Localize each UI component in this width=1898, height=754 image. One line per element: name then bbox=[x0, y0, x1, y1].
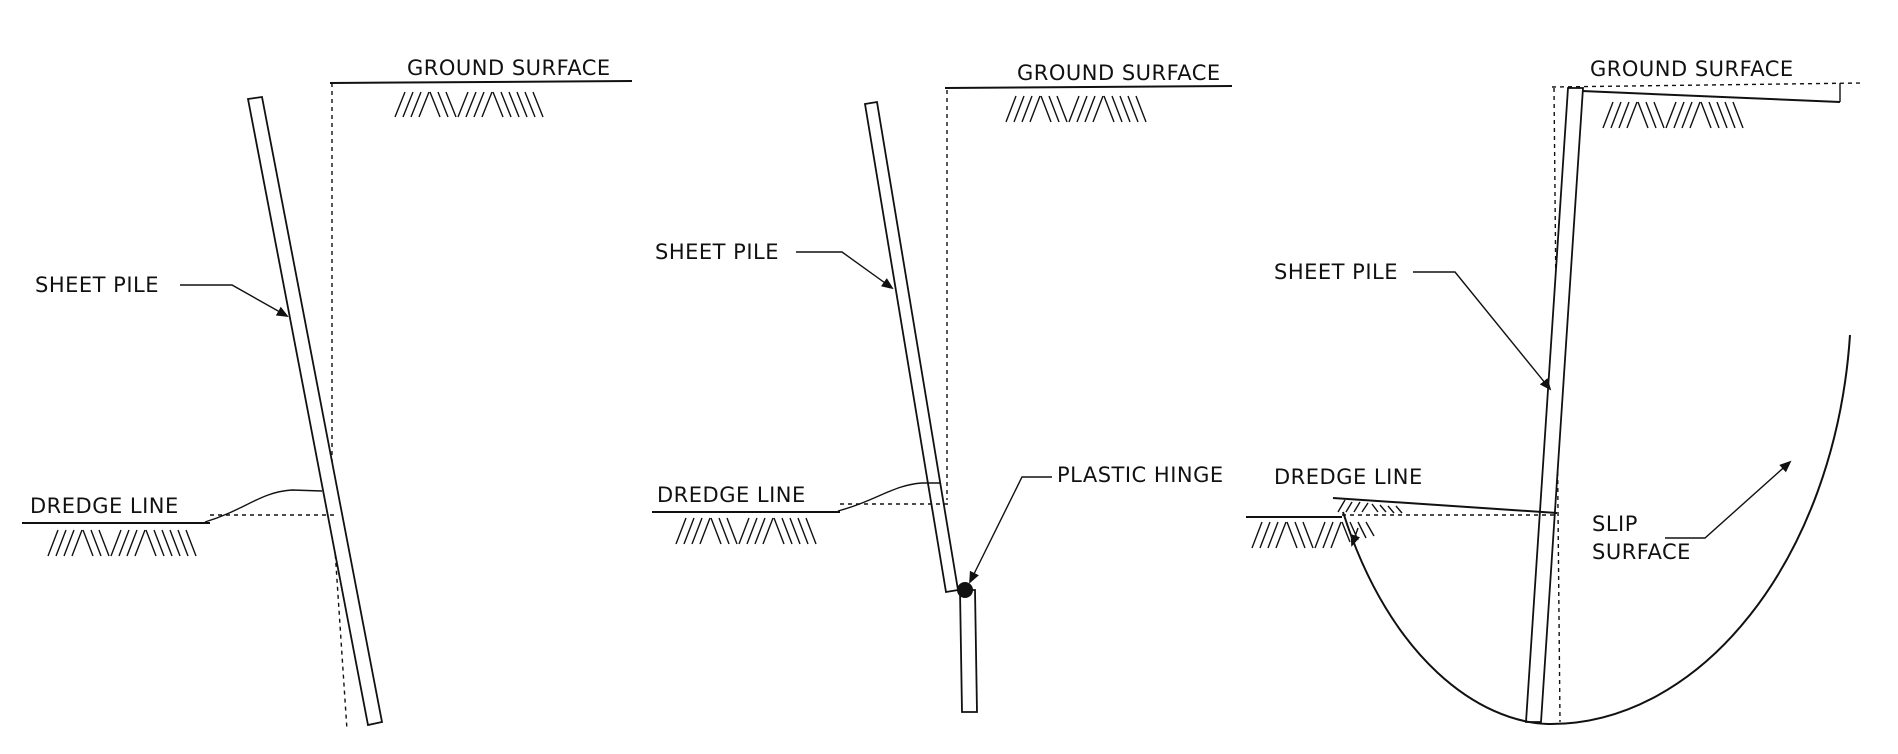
plastic-hinge-leader bbox=[969, 476, 1052, 584]
ground-surface-label: GROUND SURFACE bbox=[1017, 61, 1221, 85]
sheet-pile bbox=[246, 95, 384, 727]
ground-hatch bbox=[1602, 101, 1744, 129]
original-position-line bbox=[331, 83, 348, 731]
plastic-hinge-marker bbox=[957, 582, 973, 598]
sheet-pile-leader bbox=[180, 284, 289, 317]
slip-label-line2: SURFACE bbox=[1592, 540, 1691, 564]
panel-deep-seated: GROUND SURFACE SHEET PILE SLIP SURFACE D… bbox=[1246, 57, 1863, 726]
slip-surface bbox=[1342, 334, 1851, 726]
ground-surface-original bbox=[1551, 82, 1863, 88]
panel-rotation: GROUND SURFACE SHEET PILE DREDGE LINE bbox=[22, 56, 633, 731]
original-position-line bbox=[1553, 87, 1561, 723]
dredge-sloped-line bbox=[1332, 497, 1558, 514]
plastic-hinge-label: PLASTIC HINGE bbox=[1057, 463, 1224, 487]
slip-origin-arrow bbox=[1350, 527, 1361, 547]
sheet-pile-leader bbox=[796, 251, 894, 290]
ground-surface-line bbox=[329, 80, 633, 84]
passive-bulge bbox=[204, 489, 323, 523]
slip-surface-leader bbox=[1665, 460, 1792, 539]
ground-hatch bbox=[394, 91, 544, 118]
sheet-pile-upper bbox=[863, 100, 960, 594]
passive-bulge bbox=[837, 482, 940, 512]
slip-label-line1: SLIP bbox=[1592, 512, 1638, 536]
panel-plastic-hinge: GROUND SURFACE SHEET PILE PLASTIC HINGE … bbox=[652, 61, 1233, 713]
dredge-hatch bbox=[47, 529, 197, 557]
ground-hatch bbox=[1005, 95, 1147, 123]
dredge-hatch bbox=[1251, 499, 1403, 549]
sheet-pile-lower bbox=[959, 589, 978, 713]
dredge-line-label: DREDGE LINE bbox=[1274, 465, 1423, 489]
sheet-pile-label: SHEET PILE bbox=[35, 273, 159, 297]
sheet-pile bbox=[1525, 87, 1584, 723]
dredge-line-label: DREDGE LINE bbox=[30, 494, 179, 518]
ground-surface-label: GROUND SURFACE bbox=[407, 56, 611, 80]
ground-surface-line bbox=[944, 85, 1233, 89]
dredge-line-label: DREDGE LINE bbox=[657, 483, 806, 507]
ground-surface-line bbox=[1581, 90, 1841, 103]
sheet-pile-label: SHEET PILE bbox=[655, 240, 779, 264]
sheet-pile-leader bbox=[1413, 271, 1552, 391]
dredge-hatch bbox=[675, 517, 817, 545]
sheet-pile-label: SHEET PILE bbox=[1274, 260, 1398, 284]
ground-surface-label: GROUND SURFACE bbox=[1590, 57, 1794, 81]
